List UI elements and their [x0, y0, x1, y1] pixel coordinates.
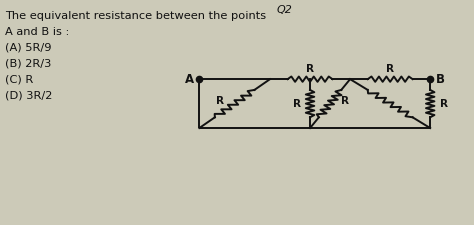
- Text: The equivalent resistance between the points: The equivalent resistance between the po…: [5, 11, 266, 21]
- Text: R: R: [341, 96, 349, 106]
- Text: R: R: [439, 99, 447, 109]
- Text: R: R: [306, 64, 314, 74]
- Text: Q2: Q2: [276, 5, 292, 15]
- Text: B: B: [436, 73, 445, 86]
- Text: (A) 5R/9: (A) 5R/9: [5, 43, 52, 52]
- Text: R: R: [386, 64, 394, 74]
- Text: R: R: [292, 99, 301, 109]
- Text: (C) R: (C) R: [5, 74, 33, 85]
- Text: R: R: [216, 96, 224, 106]
- Text: A and B is :: A and B is :: [5, 27, 70, 37]
- Text: A: A: [184, 73, 194, 86]
- Text: (B) 2R/3: (B) 2R/3: [5, 58, 52, 68]
- Text: (D) 3R/2: (D) 3R/2: [5, 90, 53, 101]
